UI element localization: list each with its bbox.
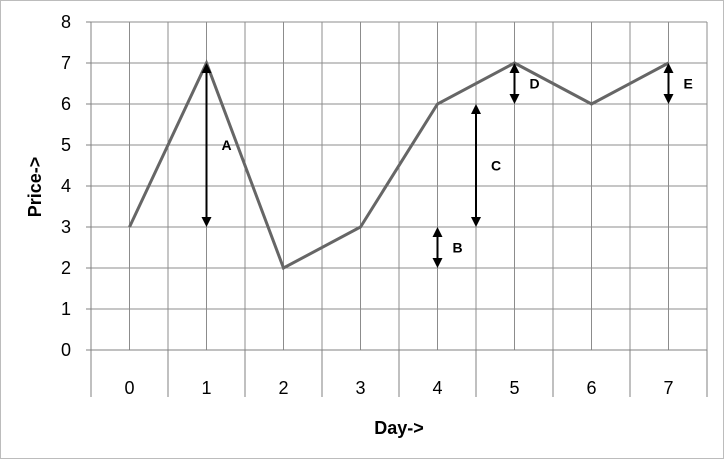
annotations: A B C D E [201,63,693,268]
x-tick-label: 6 [586,378,596,398]
arrow-head [509,94,520,104]
axes [86,21,708,397]
y-tick-labels: 0 1 2 3 4 5 6 7 8 [61,12,71,360]
arrow-head [201,63,212,73]
y-tick-label: 4 [61,176,71,196]
y-tick-label: 5 [61,135,71,155]
annotation-label-e: E [684,76,693,92]
arrow-head [201,217,212,227]
y-tick-label: 6 [61,94,71,114]
y-tick-label: 7 [61,53,71,73]
x-tick-label: 2 [278,378,288,398]
y-tick-label: 0 [61,340,71,360]
y-tick-label: 1 [61,299,71,319]
x-tick-label: 0 [124,378,134,398]
gridlines [91,21,707,351]
arrow-head [432,258,443,268]
x-tick-labels: 0 1 2 3 4 5 6 7 [124,378,673,398]
annotation-label-b: B [453,240,463,256]
arrow-head [432,227,443,237]
x-tick-label: 1 [201,378,211,398]
y-tick-label: 2 [61,258,71,278]
x-tick-label: 3 [355,378,365,398]
annotation-label-a: A [222,137,232,153]
x-tick-label: 7 [663,378,673,398]
series-lines [128,59,670,271]
x-axis-title: Day-> [374,418,424,438]
arrow-head [471,104,481,114]
y-tick-label: 3 [61,217,71,237]
annotation-label-d: D [530,76,540,92]
x-tick-label: 5 [509,378,519,398]
y-axis-title: Price-> [25,157,45,218]
arrow-head [663,94,674,104]
x-tick-label: 4 [432,378,442,398]
annotation-label-c: C [491,158,501,174]
price-series-line [128,59,670,271]
arrow-head [509,63,520,73]
arrow-head [471,217,481,227]
y-tick-label: 8 [61,12,71,32]
arrow-head [663,63,674,73]
